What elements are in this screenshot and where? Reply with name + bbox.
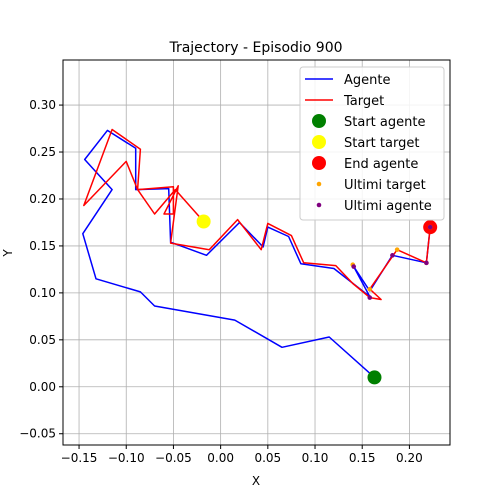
y-tick-label: 0.05 (29, 333, 56, 347)
legend-label: Agente (344, 73, 390, 88)
marker-ultimi-target (367, 286, 373, 292)
x-tick-label: −0.15 (61, 451, 98, 465)
y-tick-label: 0.15 (29, 239, 56, 253)
marker-ultimi-agente (427, 224, 433, 230)
legend-box (299, 66, 445, 221)
y-tick-label: 0.00 (29, 380, 56, 394)
x-tick-label: 0.20 (396, 451, 423, 465)
legend-swatch (312, 114, 326, 128)
plot-frame (62, 59, 451, 446)
marker-start-target (196, 214, 211, 229)
marker-ultimi-agente (424, 260, 429, 266)
marker-ultimi-agente (390, 253, 395, 258)
y-tick-label: 0.20 (29, 192, 56, 206)
chart-title: Trajectory - Episodio 900 (168, 40, 342, 56)
x-tick-label: 0.00 (207, 451, 234, 465)
legend-label: Ultimi target (344, 178, 426, 193)
legend-label: Target (343, 94, 384, 109)
legend-label: End agente (344, 157, 418, 172)
marker-ultimi-agente (351, 264, 357, 269)
x-axis-label: X (252, 474, 260, 488)
x-tick-label: 0.05 (254, 451, 281, 465)
legend-swatch (312, 135, 326, 149)
legend: Agente Target Start agente Start target End … (299, 66, 445, 221)
axis-ticks: −0.15 −0.10 −0.05 0.00 0.05 0.10 0.15 0.20 −0.05… (19, 98, 423, 465)
x-tick-label: 0.10 (302, 451, 329, 465)
y-axis-label: Y (1, 249, 15, 258)
legend-swatch (316, 181, 322, 187)
series-line-target (83, 128, 431, 301)
y-tick-label: −0.05 (19, 427, 56, 441)
plot-area (82, 128, 438, 385)
y-tick-label: 0.10 (29, 286, 56, 300)
marker-ultimi-agente (367, 295, 373, 300)
legend-label: Start target (344, 136, 419, 151)
legend-swatch (312, 156, 326, 170)
marker-start-agente (367, 370, 382, 385)
legend-label: Start agente (344, 115, 425, 130)
y-tick-label: 0.25 (29, 145, 56, 159)
legend-label: Ultimi agente (344, 199, 432, 214)
y-tick-label: 0.30 (29, 98, 56, 112)
x-tick-label: −0.10 (108, 451, 145, 465)
x-tick-label: −0.05 (155, 451, 192, 465)
legend-swatch (316, 202, 322, 208)
series-line-agente (82, 129, 431, 378)
marker-ultimi-target (394, 247, 400, 252)
x-tick-label: 0.15 (349, 451, 376, 465)
